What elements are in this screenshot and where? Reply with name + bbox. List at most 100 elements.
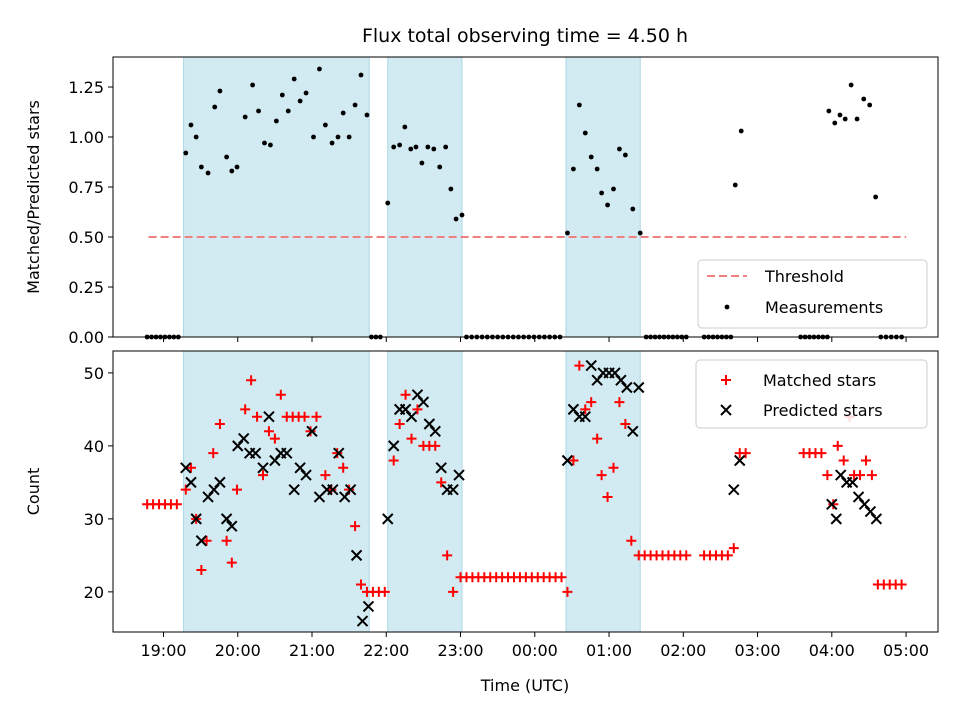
measurement-point: [861, 96, 867, 102]
x-tick-label: 04:00: [809, 641, 855, 660]
measurement-point: [611, 186, 616, 192]
measurement-point: [617, 146, 622, 152]
predicted-star-point: [185, 476, 197, 489]
measurement-point: [188, 122, 194, 128]
y-tick-label: 1.00: [68, 128, 104, 147]
matched-star-point: [681, 550, 692, 561]
predicted-star-point: [830, 513, 842, 525]
measurement-point: [242, 114, 248, 120]
measurement-point: [256, 108, 261, 114]
matched-star-point: [171, 499, 182, 510]
measurement-point: [224, 154, 230, 160]
y-tick-label: 50: [84, 364, 104, 383]
measurement-point: [738, 128, 744, 134]
measurement-point: [873, 194, 879, 200]
measurement-point: [732, 182, 738, 188]
measurement-point: [576, 102, 582, 108]
predicted-star-point: [356, 615, 369, 627]
measurement-point: [183, 150, 189, 156]
measurement-point: [391, 144, 397, 150]
predicted-star-point: [846, 476, 859, 489]
axes-frame: [112, 56, 939, 338]
predicted-star-point: [288, 483, 300, 496]
measurement-point: [329, 140, 335, 146]
measurement-point: [285, 108, 291, 114]
legend-bottom: Matched stars Predicted stars: [695, 359, 928, 429]
measurement-point: [262, 140, 267, 146]
x-tick-label: 01:00: [586, 641, 632, 660]
measurement-point: [205, 170, 211, 176]
predicted-star-point: [281, 447, 293, 459]
matched-star-point: [412, 404, 423, 415]
measurement-point: [408, 146, 414, 152]
legend-matched-label: Matched stars: [763, 371, 876, 390]
shaded-interval: [183, 56, 370, 338]
measurement-point: [842, 116, 848, 122]
y-tick-label: 0.00: [68, 328, 104, 347]
panel-top: 0.00 0.25 0.50 0.75 1.00 1.25 Matched/Predicte…: [24, 56, 939, 347]
predicted-star-point: [561, 454, 574, 467]
matched-star-point: [596, 470, 607, 481]
predicted-star-point: [585, 359, 597, 372]
measurement-point: [854, 116, 860, 122]
predicted-star-point: [621, 381, 633, 394]
matched-star-point: [208, 448, 219, 459]
matched-star-point: [394, 418, 405, 429]
matched-star-point: [568, 455, 579, 466]
measurement-point: [599, 190, 605, 196]
panel-bottom: 19:00 20:00 21:00 22:00 23:00 00:00 01:00 02:00…: [24, 350, 939, 660]
x-tick-label: 19:00: [140, 641, 186, 660]
predicted-star-point: [249, 447, 262, 459]
legend-threshold-label: Threshold: [764, 267, 844, 286]
predicted-star-point: [382, 513, 394, 525]
matched-star-point: [201, 535, 212, 546]
legend-measurement-label: Measurements: [765, 298, 883, 317]
predicted-star-point: [300, 469, 312, 481]
matched-star-point: [580, 404, 591, 415]
measurement-point: [419, 160, 425, 166]
measurement-point: [335, 134, 341, 140]
measurement-point: [322, 122, 328, 128]
shaded-interval: [387, 56, 463, 338]
y-tick-label: 20: [84, 583, 104, 602]
matched-star-point: [838, 455, 849, 466]
measurement-point: [198, 164, 204, 170]
matched-star-point: [722, 550, 733, 561]
matched-star-point: [602, 491, 613, 502]
measurement-point: [437, 164, 443, 170]
predicted-star-point: [344, 483, 357, 496]
predicted-star-point: [362, 600, 375, 613]
y-axis-label: Matched/Predicted stars: [24, 100, 43, 294]
matched-star-point: [299, 411, 310, 422]
measurement-point: [588, 154, 594, 160]
matched-star-point: [226, 557, 237, 568]
y-axis-label: Count: [24, 468, 43, 516]
predicted-star-point: [734, 454, 746, 467]
measurement-point: [385, 200, 391, 206]
predicted-star-point: [633, 381, 645, 394]
predicted-star-point: [226, 520, 238, 532]
matched-star-point: [338, 462, 349, 473]
measurement-point: [340, 110, 346, 116]
matched-star-point: [185, 462, 196, 473]
matched-star-point: [379, 586, 390, 597]
predicted-star-point: [826, 498, 838, 510]
predicted-star-point: [447, 483, 459, 496]
measurement-point: [459, 212, 465, 218]
matched-star-point: [232, 484, 243, 495]
y-tick-label: 0.50: [68, 228, 104, 247]
legend-predicted-label: Predicted stars: [763, 401, 883, 420]
matched-star-point: [406, 433, 417, 444]
predicted-star-point: [195, 535, 208, 547]
measurement-point: [311, 134, 316, 140]
predicted-star-point: [180, 462, 192, 474]
measurement-point: [867, 102, 873, 108]
measurement-point: [570, 166, 576, 172]
matched-star-point: [592, 433, 603, 444]
measurement-point: [448, 186, 454, 192]
matched-star-point: [311, 411, 322, 422]
measurement-point: [594, 166, 600, 172]
matched-star-point: [269, 433, 280, 444]
chart-title: Flux total observing time = 4.50 h: [362, 25, 688, 47]
